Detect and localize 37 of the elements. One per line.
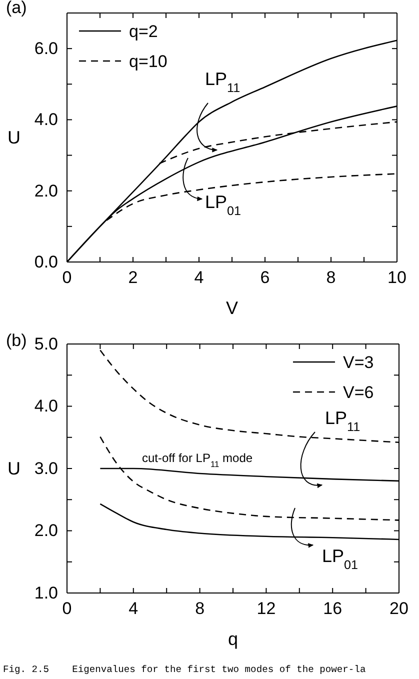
x-tick-label: 4 <box>128 599 138 618</box>
x-tick-label: 0 <box>62 599 72 618</box>
chart-title: (a) <box>6 0 27 17</box>
y-tick-label: 4.0 <box>34 396 58 416</box>
x-tick-label: 4 <box>194 268 204 288</box>
annotation: LP$_{01}$ <box>322 546 358 572</box>
legend-label: V=6 <box>343 383 374 402</box>
chart-title: (b) <box>6 331 27 350</box>
x-tick-label: 20 <box>390 599 408 618</box>
x-tick-label: 8 <box>195 599 205 618</box>
y-tick-label: 6.0 <box>34 39 58 58</box>
x-tick-label: 10 <box>388 268 406 288</box>
y-axis-title: U <box>8 128 20 148</box>
y-tick-label: 3.0 <box>34 458 58 478</box>
legend-label: q=2 <box>129 22 158 41</box>
annotation: LP$_{01}$ <box>205 192 242 218</box>
x-tick-label: 16 <box>323 599 342 618</box>
annotation: LP$_{11}$ <box>205 69 240 95</box>
y-tick-label: 5.0 <box>34 334 58 354</box>
y-tick-label: 4.0 <box>34 110 58 130</box>
annotation: cut-off for LP$_{11}$ mode <box>142 451 253 469</box>
x-tick-label: 12 <box>256 599 276 618</box>
legend-label: q=10 <box>129 52 168 71</box>
x-tick-label: 8 <box>326 268 336 288</box>
y-tick-label: 0.0 <box>34 252 58 272</box>
x-tick-label: 0 <box>62 268 72 288</box>
y-axis-title: U <box>8 458 20 478</box>
caption: Fig. 2.5 Eigenvalues for the first two modes of the power-la <box>3 664 366 675</box>
x-axis-title: q <box>228 629 238 649</box>
x-tick-label: 2 <box>128 268 138 288</box>
x-axis-title: V <box>226 298 238 318</box>
y-tick-label: 1.0 <box>34 583 58 602</box>
y-tick-label: 2.0 <box>34 521 58 540</box>
annotation: LP$_{11}$ <box>325 408 360 434</box>
y-tick-label: 2.0 <box>34 181 58 200</box>
legend-label: V=3 <box>343 353 374 372</box>
x-tick-label: 6 <box>260 268 270 288</box>
